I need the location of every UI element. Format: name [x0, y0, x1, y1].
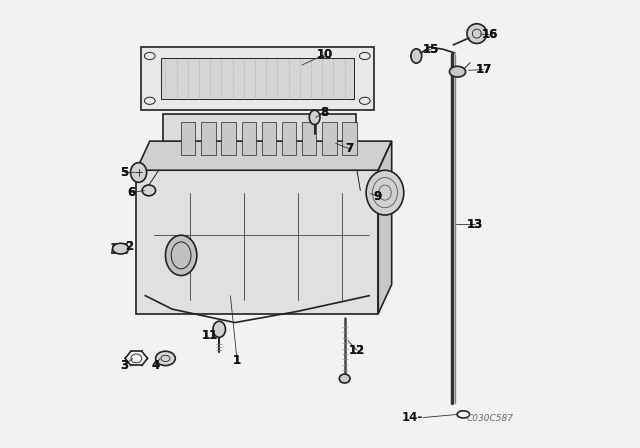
Text: 13: 13 — [467, 217, 483, 231]
Text: 12: 12 — [349, 344, 365, 357]
FancyBboxPatch shape — [202, 122, 216, 155]
Text: C030C587: C030C587 — [467, 414, 514, 423]
Ellipse shape — [156, 351, 175, 366]
FancyBboxPatch shape — [181, 122, 195, 155]
FancyBboxPatch shape — [322, 122, 337, 155]
FancyBboxPatch shape — [221, 122, 236, 155]
Text: 6: 6 — [128, 186, 136, 199]
Text: 16: 16 — [482, 28, 499, 42]
Text: 9: 9 — [373, 190, 381, 203]
FancyBboxPatch shape — [161, 58, 354, 99]
Ellipse shape — [142, 185, 156, 196]
Text: 9: 9 — [373, 190, 381, 203]
Text: 3: 3 — [120, 358, 128, 372]
Text: 14-: 14- — [402, 411, 423, 424]
FancyBboxPatch shape — [141, 47, 374, 110]
FancyBboxPatch shape — [262, 122, 276, 155]
Text: 1: 1 — [233, 354, 241, 367]
Text: 8: 8 — [321, 106, 328, 120]
Ellipse shape — [366, 170, 404, 215]
Text: 7: 7 — [345, 142, 353, 155]
Text: 16: 16 — [482, 28, 499, 42]
Text: 11: 11 — [202, 328, 218, 342]
Text: 17: 17 — [476, 63, 492, 76]
Text: 15: 15 — [423, 43, 439, 56]
Polygon shape — [378, 141, 392, 314]
Text: 4: 4 — [151, 358, 159, 372]
Text: 17: 17 — [476, 63, 492, 76]
Text: 2: 2 — [125, 240, 134, 253]
Text: 13: 13 — [467, 217, 483, 231]
Text: 5: 5 — [120, 166, 129, 179]
Text: 1: 1 — [233, 354, 241, 367]
Ellipse shape — [113, 243, 129, 254]
Text: 2: 2 — [125, 240, 134, 253]
Text: 15: 15 — [423, 43, 439, 56]
Text: 4: 4 — [151, 358, 159, 372]
Text: 7: 7 — [345, 142, 353, 155]
Text: 3: 3 — [120, 358, 128, 372]
FancyBboxPatch shape — [282, 122, 296, 155]
FancyBboxPatch shape — [241, 122, 256, 155]
Ellipse shape — [411, 49, 422, 63]
FancyBboxPatch shape — [342, 122, 356, 155]
Ellipse shape — [165, 235, 197, 276]
Text: 6: 6 — [128, 186, 136, 199]
Ellipse shape — [339, 374, 350, 383]
FancyBboxPatch shape — [302, 122, 316, 155]
Text: 10: 10 — [316, 48, 333, 61]
FancyBboxPatch shape — [163, 114, 356, 164]
Text: 8: 8 — [321, 106, 328, 120]
Ellipse shape — [309, 110, 320, 125]
Ellipse shape — [467, 24, 486, 43]
Text: 12: 12 — [349, 344, 365, 357]
Ellipse shape — [449, 66, 466, 77]
Text: 10: 10 — [316, 48, 333, 61]
FancyBboxPatch shape — [136, 170, 378, 314]
Ellipse shape — [213, 321, 225, 337]
Text: 11: 11 — [202, 328, 218, 342]
Polygon shape — [136, 141, 392, 170]
Text: 5: 5 — [120, 166, 129, 179]
Ellipse shape — [131, 163, 147, 182]
